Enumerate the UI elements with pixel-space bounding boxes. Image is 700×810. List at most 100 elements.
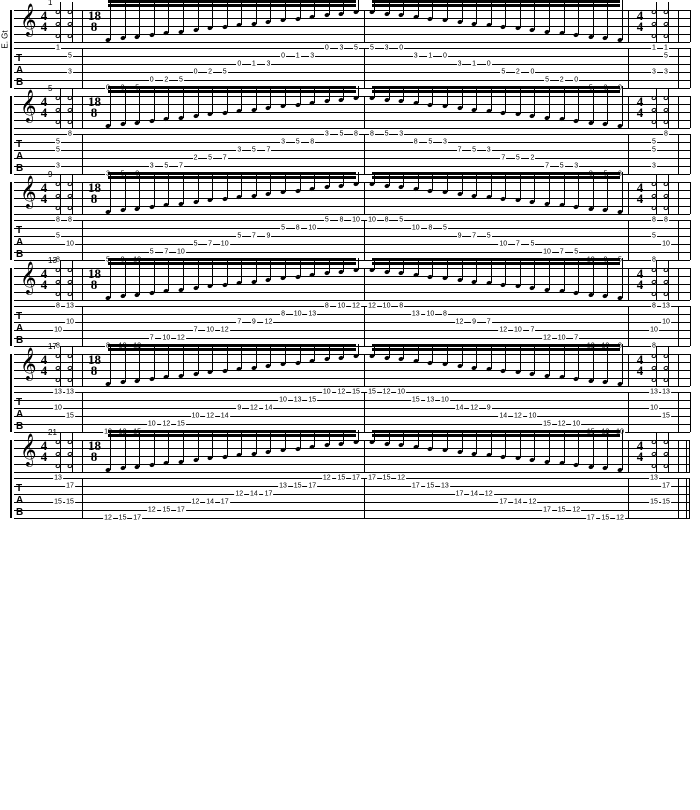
tab-fret: 17	[176, 507, 186, 514]
tab-fret: 14	[498, 413, 508, 420]
tab-fret: 12	[455, 319, 465, 326]
tab-fret: 5	[573, 249, 579, 256]
measure-number: 9	[48, 170, 52, 179]
tab-fret: 13	[661, 389, 671, 396]
tab-fret: 3	[324, 131, 330, 138]
tab-fret: 5	[55, 139, 61, 146]
tab-fret: 5	[280, 225, 286, 232]
tab-fret: 12	[571, 507, 581, 514]
tab-fret: 15	[367, 389, 377, 396]
tab-fret: 10	[65, 319, 75, 326]
notation-staff: 𝄞4418844	[14, 10, 690, 42]
tab-fret: 5	[530, 241, 536, 248]
tab-fret: 5	[500, 69, 506, 76]
tab-fret: 10	[307, 225, 317, 232]
tab-fret: 7	[266, 147, 272, 154]
tab-fret: 17	[411, 483, 421, 490]
tab-fret: 7	[178, 163, 184, 170]
tab-fret: 10	[396, 389, 406, 396]
tab-fret: 1	[663, 45, 669, 52]
tab-fret: 5	[486, 233, 492, 240]
tab-fret: 7	[500, 155, 506, 162]
tab-fret: 17	[498, 499, 508, 506]
tab-fret: 15	[661, 499, 671, 506]
tab-fret: 5	[67, 53, 73, 60]
tab-fret: 3	[651, 69, 657, 76]
tab-letter: A	[16, 410, 23, 420]
tab-fret: 17	[661, 483, 671, 490]
tab-fret: 14	[469, 491, 479, 498]
tab-fret: 15	[351, 389, 361, 396]
tab-fret: 3	[457, 61, 463, 68]
tab-fret: 15	[557, 507, 567, 514]
time-signature-run: 188	[88, 182, 100, 204]
tab-fret: 0	[442, 53, 448, 60]
time-signature: 44	[38, 96, 50, 118]
tab-fret: 2	[193, 155, 199, 162]
tab-fret: 8	[369, 131, 375, 138]
tab-fret: 8	[280, 311, 286, 318]
tab-fret: 5	[251, 147, 257, 154]
tab-fret: 9	[471, 319, 477, 326]
tab-fret: 7	[251, 233, 257, 240]
tab-fret: 15	[176, 421, 186, 428]
tab-fret: 2	[163, 77, 169, 84]
tab-letter: B	[16, 336, 23, 346]
tab-staff: TAB8131010881012710127101279128101381012…	[14, 306, 690, 346]
tab-fret: 0	[573, 77, 579, 84]
tab-fret: 17	[307, 483, 317, 490]
tab-fret: 10	[161, 335, 171, 342]
tab-fret: 13	[411, 311, 421, 318]
tab-fret: 17	[264, 491, 274, 498]
tab-fret: 12	[484, 491, 494, 498]
tab-fret: 3	[663, 69, 669, 76]
tab-fret: 12	[513, 413, 523, 420]
time-signature-run: 188	[88, 440, 100, 462]
tab-fret: 15	[649, 499, 659, 506]
tab-fret: 15	[411, 397, 421, 404]
tab-fret: 3	[236, 147, 242, 154]
tab-staff: TAB8553358357257357358358853853753752753…	[14, 134, 690, 174]
tab-fret: 8	[413, 139, 419, 146]
tab-fret: 3	[149, 163, 155, 170]
tab-fret: 3	[398, 131, 404, 138]
tab-fret: 8	[663, 131, 669, 138]
tab-fret: 17	[220, 499, 230, 506]
notation-staff: 𝄞4418844	[14, 354, 690, 386]
tab-fret: 9	[266, 233, 272, 240]
tab-fret: 12	[220, 327, 230, 334]
tab-staff: TAB1530350250250130130355303103105205205…	[14, 48, 690, 88]
time-signature-run: 188	[88, 10, 100, 32]
tab-fret: 13	[65, 303, 75, 310]
tab-fret: 13	[307, 311, 317, 318]
tab-letter: B	[16, 422, 23, 432]
tab-staff: TAB8851085810571057105795810581010851085…	[14, 220, 690, 260]
tab-fret: 10	[191, 413, 201, 420]
tab-fret: 0	[280, 53, 286, 60]
tab-fret: 12	[205, 413, 215, 420]
tab-fret: 12	[337, 389, 347, 396]
tab-fret: 0	[530, 69, 536, 76]
tab-fret: 3	[280, 139, 286, 146]
tab-fret: 5	[442, 225, 448, 232]
notation-staff: 𝄞4418844	[14, 268, 690, 300]
system-5: 𝄞4418844TAB13131015101215101215101214912…	[10, 354, 690, 432]
tab-fret: 5	[544, 77, 550, 84]
tab-fret: 5	[55, 233, 61, 240]
tab-fret: 10	[513, 327, 523, 334]
tab-fret: 12	[542, 335, 552, 342]
tab-fret: 3	[573, 163, 579, 170]
tab-fret: 5	[207, 155, 213, 162]
tab-fret: 8	[67, 131, 73, 138]
measure-number: 17	[48, 342, 57, 351]
tab-fret: 15	[601, 515, 611, 522]
measure-number: 5	[48, 84, 52, 93]
tab-fret: 10	[542, 249, 552, 256]
notation-staff: 𝄞4418844	[14, 440, 690, 472]
tab-fret: 3	[442, 139, 448, 146]
tab-fret: 1	[251, 61, 257, 68]
tab-staff: TAB1313101510121510121510121491214101315…	[14, 392, 690, 432]
tab-fret: 9	[457, 233, 463, 240]
tab-fret: 2	[559, 77, 565, 84]
system-6: 𝄞4418844TAB13171515121517121517121417121…	[10, 440, 690, 518]
